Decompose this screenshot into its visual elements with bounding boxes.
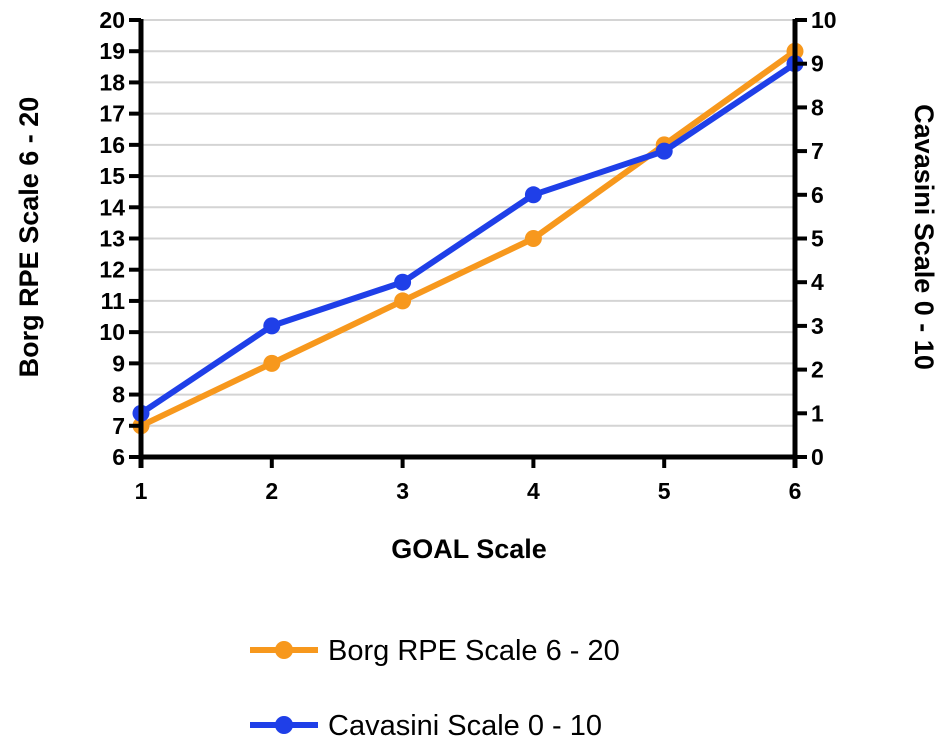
series-lines: [132, 42, 804, 435]
right-tick-label: 9: [811, 51, 824, 77]
right-tick-label: 3: [811, 313, 824, 339]
borg-data-point: [394, 292, 412, 310]
left-axis-title: Borg RPE Scale 6 - 20: [14, 97, 44, 378]
right-tick-label: 10: [811, 7, 837, 33]
right-tick-label: 6: [811, 182, 824, 208]
x-tick-label: 6: [789, 478, 802, 504]
cavasini-data-point: [263, 317, 281, 335]
left-tick-label: 8: [112, 382, 125, 408]
cavasini-data-point: [655, 142, 673, 160]
right-tick-label: 5: [811, 226, 824, 252]
left-tick-label: 15: [99, 163, 125, 189]
left-tick-label: 13: [99, 226, 125, 252]
cavasini-series-line: [139, 61, 797, 416]
grid-lines: [141, 19, 795, 427]
left-tick-label: 17: [99, 101, 125, 127]
left-tick-label: 7: [112, 413, 125, 439]
borg-series-line: [139, 48, 797, 429]
left-tick-label: 9: [112, 350, 125, 376]
borg-data-point: [263, 354, 281, 372]
x-tick-label: 4: [527, 478, 540, 504]
left-tick-label: 14: [99, 194, 125, 220]
cavasini-data-point: [524, 186, 542, 204]
legend: Borg RPE Scale 6 - 20 Cavasini Scale 0 - …: [250, 635, 620, 742]
right-tick-label: 8: [811, 94, 824, 120]
left-tick-label: 18: [99, 69, 125, 95]
left-tick-label: 16: [99, 132, 125, 158]
left-axis-ticks: 6 7 8 9 10 11 12 13 14 15 16 17 18 19 20: [99, 7, 141, 470]
cavasini-legend-marker: [275, 716, 293, 734]
borg-data-point: [524, 230, 542, 247]
cavasini-data-point: [394, 273, 412, 291]
cavasini-legend-label: Cavasini Scale 0 - 10: [328, 710, 602, 742]
axes: [138, 19, 798, 468]
right-tick-label: 2: [811, 357, 824, 383]
left-tick-label: 10: [99, 319, 125, 345]
right-tick-label: 7: [811, 138, 824, 164]
right-tick-label: 0: [811, 444, 824, 470]
borg-legend-label: Borg RPE Scale 6 - 20: [328, 635, 620, 667]
left-tick-label: 19: [99, 38, 125, 64]
borg-legend-marker: [275, 641, 293, 659]
right-tick-label: 4: [811, 269, 824, 295]
left-tick-label: 20: [99, 7, 125, 33]
x-tick-label: 5: [658, 478, 671, 504]
right-tick-label: 1: [811, 400, 824, 426]
x-axis-ticks: 1 2 3 4 5 6: [135, 457, 802, 504]
left-tick-label: 6: [112, 444, 125, 470]
x-axis-title: GOAL Scale: [391, 534, 547, 564]
x-tick-label: 2: [265, 478, 278, 504]
left-tick-label: 12: [99, 257, 125, 283]
left-tick-label: 11: [101, 288, 126, 314]
x-tick-label: 1: [135, 478, 148, 504]
right-axis-ticks: 0 1 2 3 4 5 6 7 8 9 10: [795, 7, 837, 470]
x-tick-label: 3: [396, 478, 409, 504]
right-axis-title: Cavasini Scale 0 - 10: [909, 104, 939, 370]
